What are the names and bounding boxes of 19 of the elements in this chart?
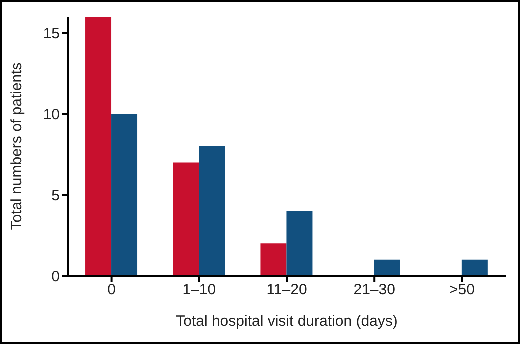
x-tick-label: 11–20 [266,282,308,299]
bar [112,114,138,276]
x-tick-label: 21–30 [354,282,396,299]
bar [260,244,287,276]
y-tick-label: 0 [52,268,60,286]
bar [86,17,112,276]
y-tick-label: 15 [43,26,60,43]
y-tick-label: 5 [52,187,60,204]
x-tick-label: 0 [108,282,116,299]
y-axis-title: Total numbers of patients [8,62,26,230]
bar [374,260,400,276]
bar [286,211,313,276]
x-axis-title: Total hospital visit duration (days) [176,313,398,330]
y-tick-label: 10 [43,106,60,124]
bar [462,260,488,276]
x-tick-label: >50 [449,282,475,299]
bar [199,146,226,276]
bar [173,162,200,276]
x-tick-label: 1–10 [182,282,216,299]
